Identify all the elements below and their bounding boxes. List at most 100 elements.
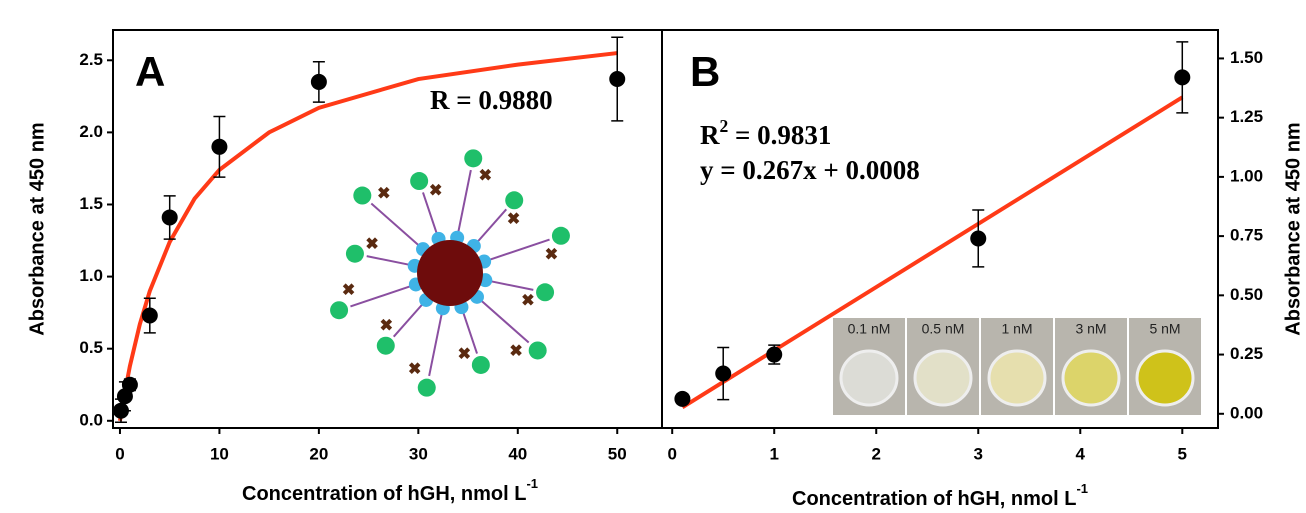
cross: ✖ — [342, 282, 355, 299]
well — [987, 349, 1047, 407]
green-dot — [464, 149, 483, 168]
y-axis-title: Absorbance at 450 nm — [26, 122, 48, 335]
panel-label: B — [690, 48, 720, 95]
x-tick-label: 2 — [872, 444, 881, 463]
data-point — [141, 307, 158, 324]
data-point — [715, 365, 732, 382]
inset-label: 3 nM — [1075, 321, 1106, 337]
y-tick-label: 0.5 — [79, 338, 103, 357]
y-tick-label: 1.5 — [79, 194, 103, 213]
arm — [461, 310, 478, 354]
y-tick-label: 1.25 — [1230, 107, 1263, 126]
x-tick-label: 20 — [309, 444, 328, 463]
x-tick-label: 30 — [409, 444, 428, 463]
data-point — [1174, 69, 1191, 86]
x-axis-title: Concentration of hGH, nmol L-1 — [242, 476, 538, 505]
x-tick-label: 4 — [1076, 444, 1086, 463]
y-tick-label: 0.25 — [1230, 344, 1263, 363]
superscript: -1 — [1076, 481, 1088, 496]
green-dot — [505, 191, 524, 210]
green-dot — [353, 186, 372, 205]
y-tick-label: 1.50 — [1230, 48, 1263, 67]
arm — [487, 238, 550, 262]
cross: ✖ — [507, 211, 520, 228]
x-tick-label: 40 — [508, 444, 527, 463]
fit-line — [681, 95, 1184, 409]
cross: ✖ — [479, 167, 492, 184]
green-dot — [417, 378, 436, 397]
annotation: R = 0.9880 — [430, 85, 553, 115]
y-tick-label: 2.0 — [79, 122, 103, 141]
y-tick-label: 0.50 — [1230, 285, 1263, 304]
nanoparticle — [417, 240, 483, 306]
arm — [456, 169, 472, 234]
inset-label: 1 nM — [1001, 321, 1032, 337]
text-part: R = 0.9880 — [430, 85, 553, 115]
text-part: y = 0.267x + 0.0008 — [700, 155, 920, 185]
arm — [366, 255, 411, 267]
x-axis-title: Concentration of hGH, nmol L-1 — [792, 481, 1088, 510]
cross: ✖ — [380, 318, 393, 335]
y-axis-title: Absorbance at 450 nm — [1282, 122, 1304, 335]
cross: ✖ — [545, 246, 558, 263]
plot-frame — [661, 29, 1219, 429]
text-part: Concentration of hGH, nmol L — [792, 488, 1076, 510]
well — [1061, 349, 1121, 407]
arm — [350, 284, 413, 308]
y-tick-label: 0.0 — [79, 410, 103, 429]
x-tick-label: 0 — [667, 444, 676, 463]
x-tick-label: 0 — [115, 444, 124, 463]
x-tick-label: 50 — [608, 444, 627, 463]
annotation: y = 0.267x + 0.0008 — [700, 155, 920, 185]
arm — [489, 279, 534, 291]
cross: ✖ — [365, 236, 378, 253]
data-point — [310, 73, 327, 90]
well — [1135, 349, 1195, 407]
green-dot — [376, 336, 395, 355]
cross: ✖ — [458, 346, 471, 363]
y-tick-label: 1.00 — [1230, 166, 1263, 185]
data-point — [121, 376, 138, 393]
x-tick-label: 3 — [974, 444, 983, 463]
data-point — [674, 390, 691, 407]
cross: ✖ — [521, 293, 534, 310]
arm — [422, 192, 439, 236]
inset-label: 0.5 nM — [922, 321, 965, 337]
fit-line — [117, 51, 618, 422]
cross: ✖ — [408, 361, 421, 378]
y-tick-label: 0.00 — [1230, 403, 1263, 422]
green-dot — [410, 172, 429, 191]
data-point — [970, 230, 987, 247]
arm — [479, 298, 530, 344]
x-tick-label: 5 — [1178, 444, 1187, 463]
arm — [392, 302, 425, 338]
data-point — [161, 209, 178, 226]
green-dot — [471, 355, 490, 374]
cross: ✖ — [429, 182, 442, 199]
well — [913, 349, 973, 407]
y-tick-label: 2.5 — [79, 50, 103, 69]
green-dot — [345, 244, 364, 263]
cross: ✖ — [377, 185, 390, 202]
x-tick-label: 10 — [210, 444, 229, 463]
cross: ✖ — [509, 343, 522, 360]
green-dot — [528, 341, 547, 360]
panel-label: A — [135, 48, 165, 95]
superscript: -1 — [526, 476, 538, 491]
arm — [428, 312, 444, 377]
data-point — [609, 71, 626, 88]
y-tick-label: 1.0 — [79, 266, 103, 285]
text-part: Concentration of hGH, nmol L — [242, 483, 526, 505]
well — [839, 349, 899, 407]
inset-label: 0.1 nM — [848, 321, 891, 337]
green-dot — [536, 283, 555, 302]
arm — [475, 208, 508, 244]
data-point — [766, 346, 783, 363]
inset-label: 5 nM — [1149, 321, 1180, 337]
x-tick-label: 1 — [769, 444, 778, 463]
superscript: 2 — [720, 116, 729, 136]
text-part: R — [700, 120, 720, 150]
data-point — [211, 138, 228, 155]
y-tick-label: 0.75 — [1230, 226, 1263, 245]
